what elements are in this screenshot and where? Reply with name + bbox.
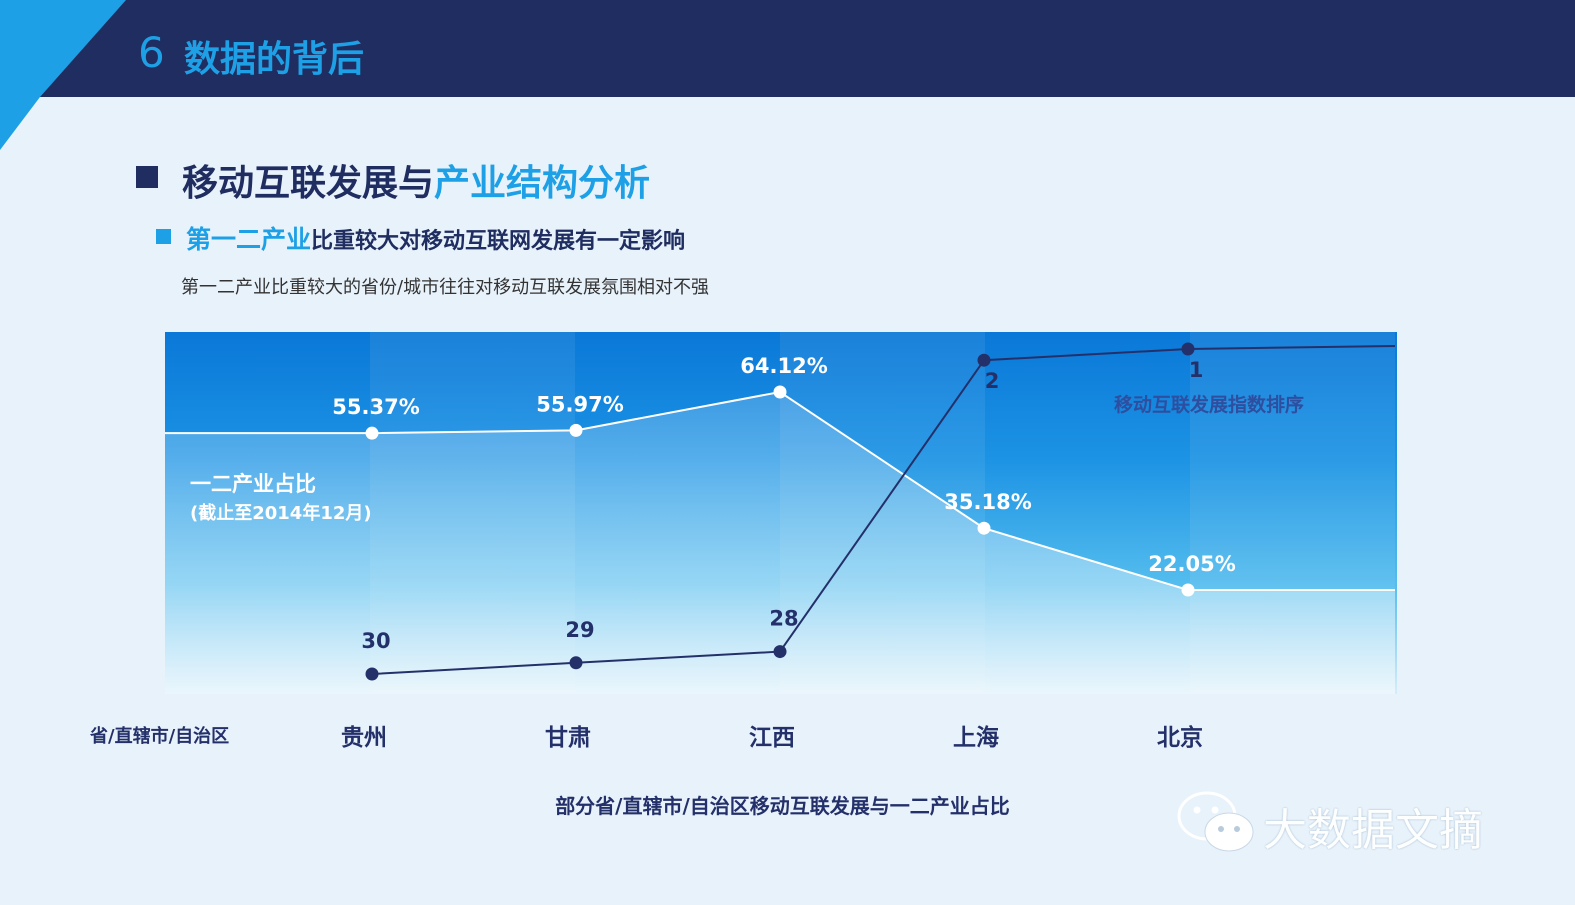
watermark-text: 大数据文摘	[1263, 805, 1483, 856]
share-point	[365, 426, 379, 440]
sub-title-part2: 比重较大对移动互联网发展有一定影响	[311, 229, 686, 254]
share-point	[977, 521, 991, 535]
x-axis-label: 省/直辖市/自治区	[90, 726, 230, 747]
rank-point	[773, 645, 787, 659]
share-point	[569, 423, 583, 437]
header-accent-shape	[0, 0, 126, 150]
section-number: 6	[138, 28, 165, 77]
x-tick-label: 北京	[1157, 724, 1203, 751]
share-value-label: 22.05%	[1148, 552, 1235, 576]
header-bar	[0, 0, 1575, 97]
rank-series-line	[371, 345, 1396, 675]
rank-point	[365, 667, 379, 681]
legend-share-name: 一二产业占比	[190, 472, 316, 496]
chart-caption: 部分省/直辖市/自治区移动互联发展与一二产业占比	[555, 794, 1010, 818]
legend-share-note: (截止至2014年12月)	[190, 502, 372, 524]
rank-value-label: 1	[1189, 358, 1204, 382]
rank-value-label: 30	[361, 629, 390, 653]
share-point	[1181, 583, 1195, 597]
rank-value-label: 28	[769, 607, 798, 631]
rank-value-label: 2	[985, 369, 1000, 393]
square-bullet-icon	[136, 166, 158, 188]
share-point	[773, 385, 787, 399]
share-value-label: 35.18%	[944, 490, 1031, 514]
main-title-part2: 产业结构分析	[434, 163, 651, 204]
share-value-label: 55.37%	[332, 395, 419, 419]
main-title-part1: 移动互联发展与	[182, 163, 435, 204]
share-value-label: 64.12%	[740, 354, 827, 378]
rank-value-label: 29	[565, 618, 594, 642]
section-title: 数据的背后	[184, 39, 365, 80]
share-value-label: 55.97%	[536, 392, 623, 416]
x-tick-label: 甘肃	[545, 725, 591, 751]
description-text: 第一二产业比重较大的省份/城市往往对移动互联发展氛围相对不强	[181, 277, 710, 298]
legend-rank-name: 移动互联发展指数排序	[1114, 393, 1304, 416]
x-tick-label: 江西	[749, 725, 795, 751]
rank-point	[1181, 342, 1195, 356]
share-area-fill	[165, 392, 1395, 694]
rank-point	[569, 656, 583, 670]
main-title: 移动互联发展与产业结构分析	[182, 154, 650, 206]
rank-point	[977, 353, 991, 367]
sub-title: 第一二产业比重较大对移动互联网发展有一定影响	[186, 220, 685, 256]
x-tick-label: 贵州	[341, 725, 387, 751]
square-bullet-icon	[156, 229, 171, 244]
wechat-icon	[1177, 791, 1254, 852]
x-tick-label: 上海	[953, 724, 999, 751]
sub-title-part1: 第一二产业	[186, 225, 312, 254]
